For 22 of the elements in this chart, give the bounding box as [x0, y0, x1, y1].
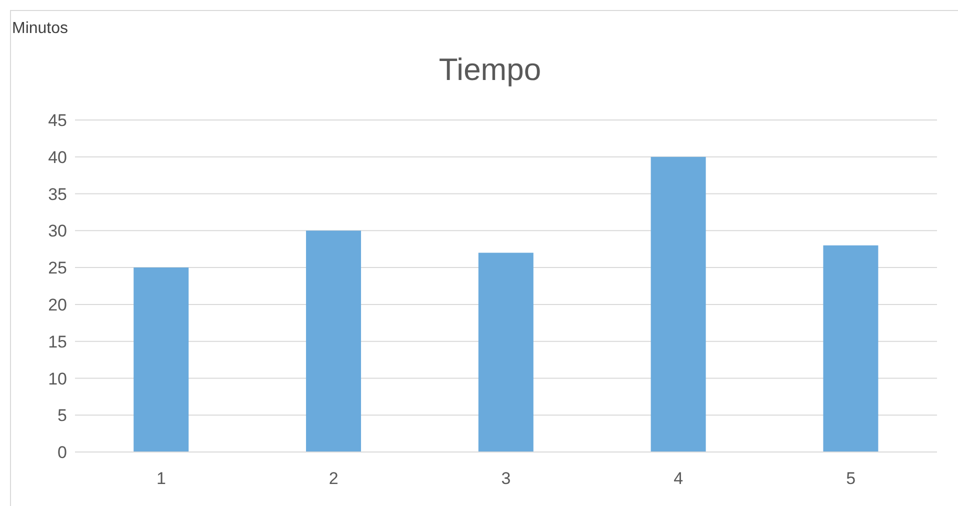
bar: [134, 268, 189, 452]
y-axis-title: Minutos: [12, 20, 68, 38]
bar: [650, 156, 706, 452]
y-tick-label: 15: [48, 332, 67, 352]
y-tick-label: 0: [58, 443, 67, 462]
x-tick-label: 2: [328, 469, 338, 488]
y-tick-label: 30: [48, 222, 67, 241]
bar: [478, 252, 534, 452]
x-tick-label: 4: [674, 469, 684, 488]
y-tick-label: 45: [48, 111, 67, 130]
bar: [306, 230, 362, 452]
y-tick-label: 25: [48, 258, 67, 278]
x-tick-label: 1: [156, 469, 166, 488]
y-tick-label: 40: [48, 148, 67, 167]
y-tick-label: 35: [48, 184, 67, 204]
x-tick-label: 5: [846, 469, 856, 488]
bar: [823, 245, 878, 452]
chart-title: Tiempo: [438, 52, 542, 88]
y-tick-label: 5: [58, 406, 67, 426]
y-tick-label: 10: [48, 369, 67, 388]
x-tick-label: 3: [501, 469, 511, 488]
y-tick-label: 20: [48, 295, 67, 314]
